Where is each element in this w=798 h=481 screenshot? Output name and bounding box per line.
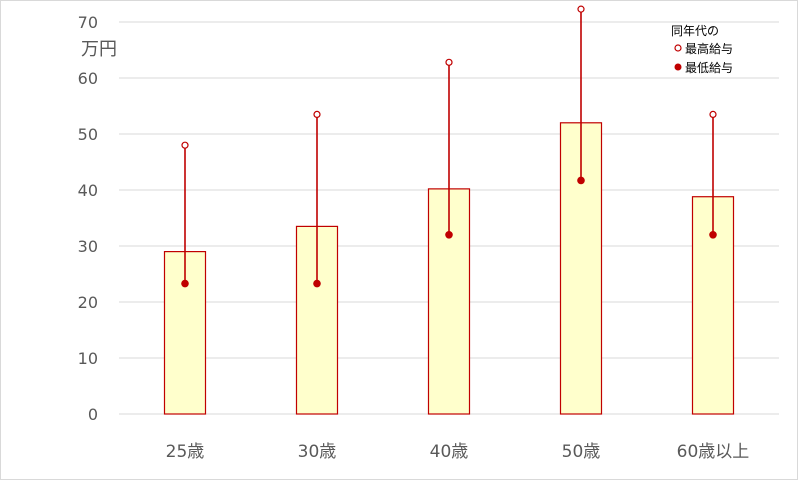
x-category-label-1: 25歳 xyxy=(166,442,205,462)
y-axis-unit-label: 万円 xyxy=(81,39,117,60)
legend: 同年代の 最高給与 最低給与 xyxy=(671,24,733,75)
y-tick-label-40: 40 xyxy=(78,181,98,200)
x-category-label-2: 30歳 xyxy=(298,442,337,462)
legend-min-label: 最低給与 xyxy=(685,61,733,75)
y-tick-label-0: 0 xyxy=(88,405,98,424)
min-marker-4 xyxy=(577,176,585,185)
min-marker-5 xyxy=(709,231,717,239)
y-tick-label-10: 10 xyxy=(78,349,98,368)
y-tick-label-70: 70 xyxy=(78,13,98,32)
min-marker-3 xyxy=(445,231,453,239)
legend-max-marker xyxy=(674,44,682,52)
min-marker-2 xyxy=(313,279,321,288)
max-marker-1 xyxy=(181,141,189,149)
x-axis-categories: 25歳 30歳 40歳 50歳 60歳以上 xyxy=(166,442,750,462)
y-tick-label-20: 20 xyxy=(78,293,98,312)
min-marker-1 xyxy=(181,279,189,288)
max-marker-4 xyxy=(577,5,585,13)
y-tick-label-50: 50 xyxy=(78,125,98,144)
x-category-label-5: 60歳以上 xyxy=(677,442,750,462)
x-category-label-3: 40歳 xyxy=(430,442,469,462)
y-tick-label-30: 30 xyxy=(78,237,98,256)
legend-min-marker xyxy=(674,63,682,71)
x-category-label-4: 50歳 xyxy=(562,442,601,462)
bar-4 xyxy=(559,122,603,415)
range-lines xyxy=(181,5,717,288)
y-axis-ticks: 0 10 20 30 40 50 60 70 xyxy=(78,13,98,424)
max-marker-3 xyxy=(445,58,453,66)
max-marker-2 xyxy=(313,110,321,119)
y-tick-label-60: 60 xyxy=(78,69,98,88)
legend-title: 同年代の xyxy=(671,24,719,38)
max-marker-5 xyxy=(709,110,717,119)
legend-max-label: 最高給与 xyxy=(685,41,733,56)
